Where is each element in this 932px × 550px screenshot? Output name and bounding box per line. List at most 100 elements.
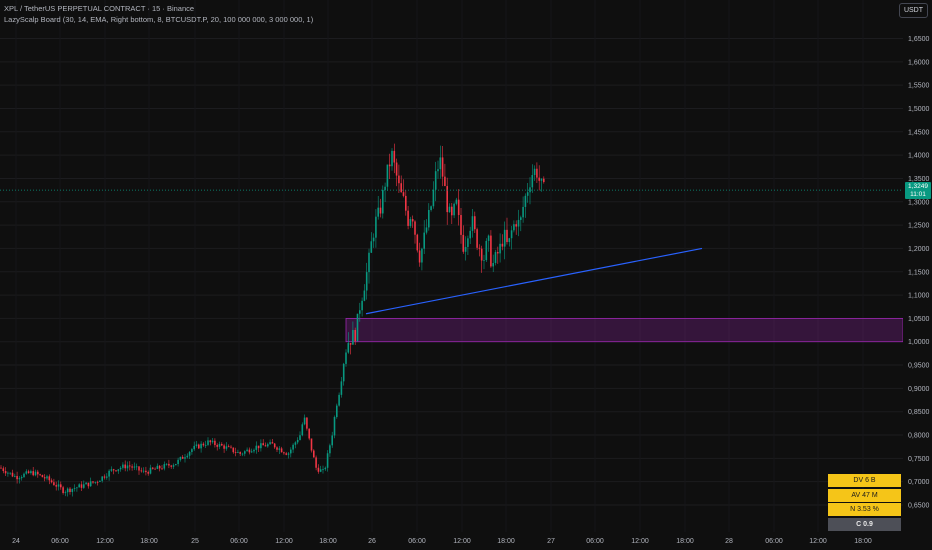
candle-body <box>25 471 28 474</box>
bar-countdown: 11:01 <box>910 191 926 199</box>
y-tick-label: 0,6500 <box>908 503 930 510</box>
candle-body <box>388 164 391 167</box>
candle-body <box>66 488 69 493</box>
board-row-n: N 3.53 % <box>828 503 901 516</box>
currency-button[interactable]: USDT <box>898 3 928 18</box>
candle-body <box>62 487 64 494</box>
candle-body <box>89 481 92 487</box>
candle-body <box>168 463 170 466</box>
candle-body <box>299 435 301 440</box>
x-tick-label: 12:00 <box>453 538 471 545</box>
candle-body <box>200 443 202 449</box>
time-axis[interactable]: 24 06:00 12:00 18:00 25 06:00 12:00 18:00 26 06:0… <box>0 532 903 550</box>
candle-body <box>129 465 131 467</box>
candle-body <box>161 468 163 470</box>
candle-body <box>492 262 494 267</box>
candle-body <box>207 440 209 445</box>
candle-body <box>471 216 474 231</box>
candle-body <box>533 168 536 176</box>
x-tick-label: 18:00 <box>854 538 872 545</box>
candle-body <box>204 444 207 446</box>
candle-body <box>382 189 384 214</box>
candle-body <box>287 453 290 455</box>
candle-body <box>16 475 18 480</box>
candle-body <box>322 469 324 470</box>
candle-body <box>30 471 32 474</box>
candle-body <box>80 484 83 488</box>
x-tick-label: 12:00 <box>96 538 114 545</box>
supply-demand-zone[interactable] <box>345 317 903 343</box>
candle-body <box>269 442 271 445</box>
candles <box>0 143 545 497</box>
candle-body <box>43 477 46 479</box>
candle-body <box>18 478 21 480</box>
candle-body <box>432 189 435 207</box>
x-tick-label: 06:00 <box>230 538 248 545</box>
y-tick-label: 1,2000 <box>908 246 930 253</box>
candle-body <box>170 465 172 467</box>
candle-body <box>317 467 320 472</box>
candle-body <box>365 272 368 291</box>
candle-body <box>460 215 462 235</box>
candle-body <box>262 443 264 446</box>
indicator-legend[interactable]: LazyScalp Board (30, 14, EMA, Right bott… <box>4 15 314 24</box>
candle-body <box>306 417 308 429</box>
candle-body <box>520 217 522 220</box>
candle-body <box>96 481 99 483</box>
candle-body <box>513 224 515 231</box>
y-tick-label: 1,1500 <box>908 269 930 276</box>
y-tick-label: 0,8500 <box>908 409 930 416</box>
candle-body <box>352 329 354 345</box>
candle-body <box>248 449 251 453</box>
candle-body <box>480 248 483 261</box>
chart-grid <box>0 38 903 506</box>
trendline[interactable] <box>365 247 703 315</box>
candle-body <box>246 449 248 452</box>
candle-body <box>421 248 423 263</box>
candle-body <box>292 444 294 450</box>
candle-body <box>202 443 205 446</box>
candle-body <box>198 444 200 449</box>
candle-body <box>48 476 51 481</box>
candle-body <box>508 238 511 243</box>
candle-body <box>78 484 80 488</box>
candle-body <box>112 469 115 471</box>
price-axis[interactable]: 1,6500 1,6000 1,5500 1,5000 1,4500 1,4000 1,35… <box>903 0 932 550</box>
candle-body <box>64 492 67 494</box>
candle-body <box>158 465 161 469</box>
candle-body <box>405 195 407 211</box>
candle-body <box>165 463 168 465</box>
candle-body <box>446 186 448 213</box>
candle-body <box>50 480 53 483</box>
candle-body <box>0 467 2 469</box>
board-row-dv: DV 6 B <box>828 474 901 487</box>
candle-body <box>342 363 345 382</box>
candle-body <box>331 435 333 446</box>
candle-body <box>326 453 329 468</box>
candle-body <box>543 178 545 183</box>
candle-body <box>453 203 455 216</box>
candle-body <box>221 444 223 446</box>
candle-body <box>124 464 126 469</box>
candle-body <box>283 452 285 454</box>
y-tick-label: 0,9500 <box>908 363 930 370</box>
candle-body <box>414 221 416 235</box>
candle-body <box>485 240 488 261</box>
price-chart-plot[interactable] <box>0 0 903 532</box>
candle-body <box>101 476 103 481</box>
candle-body <box>9 472 11 474</box>
candle-body <box>71 488 74 493</box>
x-tick-label: 25 <box>191 538 199 545</box>
symbol-title: XPL / TetherUS PERPETUAL CONTRACT · 15 ·… <box>4 4 195 13</box>
candle-body <box>290 449 292 454</box>
candle-body <box>7 472 9 474</box>
candle-body <box>163 464 166 469</box>
candle-body <box>457 199 460 216</box>
candle-body <box>255 445 258 450</box>
candle-body <box>455 199 458 204</box>
candle-body <box>333 417 336 436</box>
candle-body <box>27 471 30 474</box>
candle-body <box>384 186 386 190</box>
candle-body <box>476 229 478 248</box>
candle-body <box>483 260 485 261</box>
